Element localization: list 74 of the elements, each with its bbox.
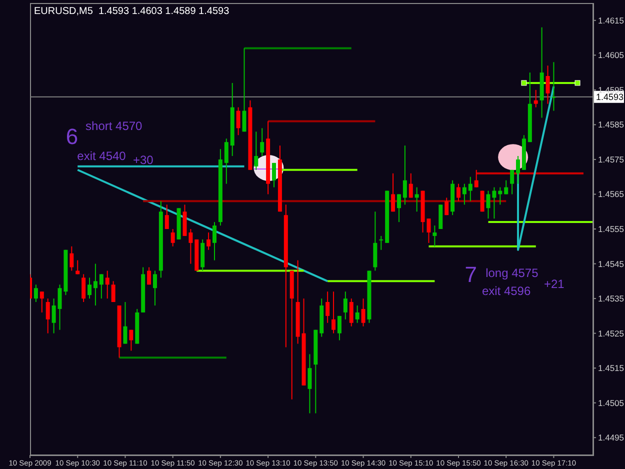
candlestick [76,260,80,275]
candlestick [308,354,312,414]
candlestick [474,169,478,188]
y-tick-label: 1.4545 [598,258,624,269]
candlestick [379,235,384,250]
candlestick [361,298,366,327]
y-tick-label: 1.4555 [598,224,624,234]
annotation: 7 [464,262,477,288]
candlestick [355,304,360,324]
annotation: short 4570 [86,118,142,133]
candlestick [462,183,466,206]
candlestick [34,284,38,303]
candlestick [111,280,116,303]
y-tick-label: 1.4495 [598,432,624,443]
y-tick-label: 1.4585 [598,120,624,130]
candlestick [164,204,169,230]
annotation: +21 [544,277,564,292]
candlestick [343,291,348,320]
candlestick [546,65,550,104]
candlestick [552,62,556,112]
candlestick [408,172,413,198]
chart-title: EURUSD,M5 1.4593 1.4603 1.4589 1.4593 [34,6,230,17]
annotation: exit 4540 [77,149,126,164]
candlestick [260,128,264,156]
candlestick [444,197,449,216]
candlestick [40,291,44,313]
candlestick [432,225,437,247]
candlestick [254,131,258,170]
candlestick [152,270,157,306]
candlestick [468,176,472,202]
candlestick [88,277,92,300]
candlestick [224,138,228,184]
candlestick [396,194,401,223]
y-tick-label: 1.4615 [598,15,624,26]
candlestick [123,302,128,344]
candlestick [504,180,508,195]
candlestick [206,232,211,250]
candlestick [93,263,98,306]
y-tick-label: 1.4515 [598,363,624,374]
candlestick [52,298,56,334]
y-tick-label: 1.4565 [598,189,624,200]
candlestick [212,222,216,261]
candlestick [99,274,104,300]
candlestick [534,89,538,108]
candlestick [272,162,276,188]
candlestick [129,329,134,352]
candlestick [391,172,396,212]
candlestick [326,291,330,324]
annotation: +30 [132,152,154,167]
y-tick-label: 1.4525 [598,328,624,338]
candlestick [402,145,407,206]
candlestick [147,266,152,286]
candlestick [516,155,520,184]
candlestick [82,274,86,303]
y-tick-label: 1.4605 [598,50,624,60]
candlestick [242,48,246,132]
y-tick-label: 1.4505 [598,398,624,408]
candlestick [46,298,50,334]
candlestick [414,186,419,212]
candlestick [510,169,514,195]
annotation: long 4575 [486,266,538,280]
candlestick [337,315,342,341]
y-tick-label: 1.4575 [598,154,624,164]
y-tick-label: 1.4535 [598,294,624,304]
annotation: exit 4596 [482,284,531,298]
candlestick [349,298,354,327]
candlestick [170,228,175,247]
candlestick [332,291,336,334]
candlestick [70,246,74,272]
candlestick [456,183,460,202]
candlestick [236,106,240,136]
candlestick [188,228,193,264]
candlestick [105,270,110,300]
annotation: 6 [66,124,78,150]
